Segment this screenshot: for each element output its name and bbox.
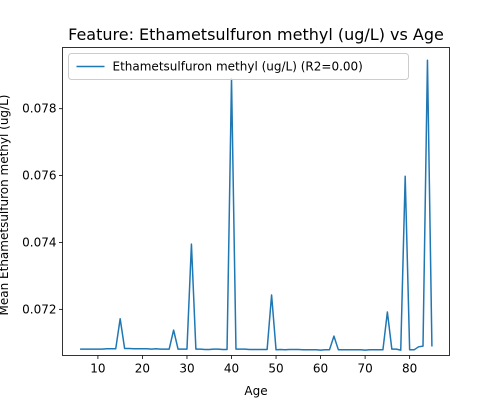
axes-frame (62, 47, 450, 356)
x-tick-label: 30 (179, 362, 194, 376)
x-tick-label: 60 (313, 362, 328, 376)
x-tick-label: 50 (268, 362, 283, 376)
x-tick-label: 40 (224, 362, 239, 376)
x-tick-label: 70 (357, 362, 372, 376)
y-tick-label: 0.078 (22, 102, 56, 116)
plot-area (62, 47, 450, 356)
x-axis-label: Age (244, 384, 267, 398)
legend-label: Ethametsulfuron methyl (ug/L) (R2=0.00) (113, 60, 363, 74)
y-tick-label: 0.076 (22, 169, 56, 183)
legend-box (68, 53, 409, 80)
x-axis: 10 20 30 40 50 60 70 80 (90, 355, 417, 376)
series-line-0 (80, 59, 433, 351)
x-tick-label: 20 (135, 362, 150, 376)
x-tick-label: 10 (90, 362, 105, 376)
y-tick-label: 0.074 (22, 235, 56, 249)
y-axis-label: Mean Ethametsulfuron methyl (ug/L) (0, 95, 11, 316)
y-axis: 0.072 0.074 0.076 0.078 (22, 102, 63, 316)
chart-title: Feature: Ethametsulfuron methyl (ug/L) v… (68, 25, 444, 44)
y-tick-label: 0.072 (22, 302, 56, 316)
legend: Ethametsulfuron methyl (ug/L) (R2=0.00) (68, 53, 409, 80)
x-tick-label: 80 (402, 362, 417, 376)
